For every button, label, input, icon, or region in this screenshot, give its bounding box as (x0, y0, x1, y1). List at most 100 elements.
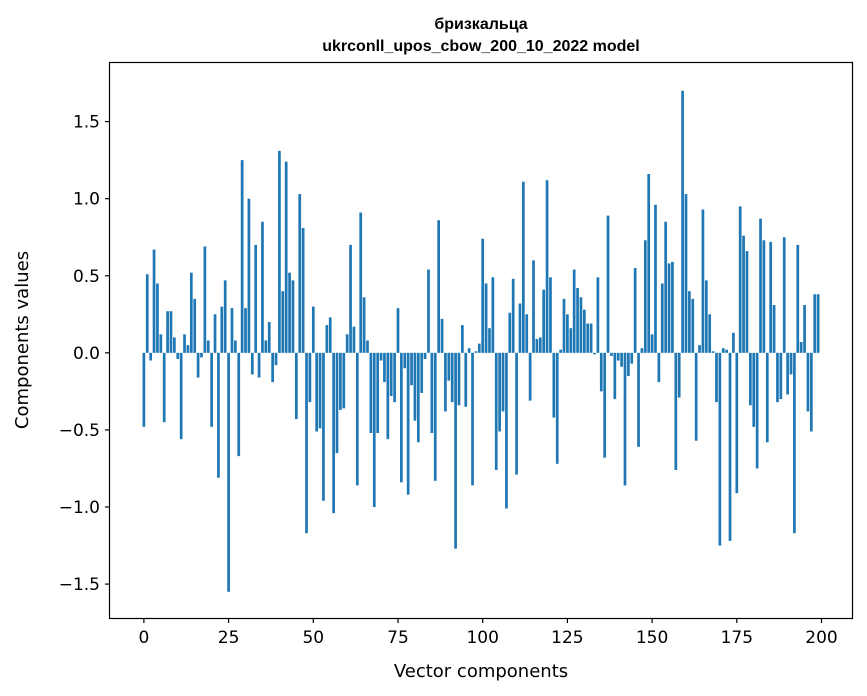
bar-147 (640, 348, 644, 353)
bar-189 (782, 237, 786, 353)
bar-7 (166, 311, 169, 353)
bar-43 (288, 272, 291, 353)
bar-87 (437, 220, 440, 353)
bar-45 (294, 352, 298, 420)
plot-frame (108, 61, 854, 620)
bar-15 (193, 298, 197, 353)
y-tick-label: −0.5 (59, 421, 100, 441)
bar-161 (688, 291, 691, 353)
bar-111 (518, 303, 522, 353)
bar-191 (789, 352, 793, 375)
bar-167 (708, 314, 712, 353)
bar-109 (511, 278, 515, 353)
x-tick-label: 25 (218, 628, 240, 648)
bar-100 (481, 238, 485, 353)
bar-136 (603, 352, 607, 458)
bar-132 (589, 323, 593, 353)
bar-137 (606, 215, 610, 353)
bar-128 (576, 288, 579, 353)
bar-115 (532, 260, 535, 353)
bar-138 (610, 352, 613, 356)
bar-175 (735, 352, 739, 494)
x-tick-label: 50 (302, 628, 324, 648)
bar-127 (572, 269, 576, 353)
x-tick-label: 100 (466, 628, 498, 648)
bar-9 (173, 337, 176, 353)
bar-56 (332, 352, 335, 514)
bar-144 (630, 352, 634, 364)
bar-3 (152, 249, 156, 353)
bar-66 (366, 340, 369, 353)
x-tick-label: 150 (636, 628, 668, 648)
bar-54 (325, 325, 329, 353)
bar-107 (505, 352, 508, 509)
bar-69 (376, 352, 380, 433)
bar-10 (176, 352, 180, 359)
bar-185 (769, 241, 773, 353)
bar-124 (562, 298, 566, 353)
bar-91 (450, 352, 454, 403)
bar-139 (613, 352, 617, 400)
bar-190 (786, 352, 789, 395)
bar-146 (637, 352, 640, 447)
x-tick-label: 175 (721, 628, 753, 648)
bar-133 (593, 352, 596, 355)
bar-148 (643, 240, 647, 353)
bar-196 (806, 352, 810, 412)
bar-80 (413, 352, 417, 421)
bar-97 (471, 352, 474, 486)
bar-84 (427, 269, 430, 353)
bars-group (142, 90, 820, 592)
chart-title-line2: ukrconll_upos_cbow_200_10_2022 model (322, 38, 639, 55)
bar-186 (772, 305, 776, 353)
y-tick-label: −1.5 (59, 575, 100, 595)
bar-177 (742, 235, 745, 353)
bar-154 (664, 221, 668, 353)
bar-16 (196, 352, 200, 378)
bar-181 (755, 352, 759, 469)
bar-22 (217, 352, 220, 478)
bar-176 (738, 206, 742, 353)
bar-36 (264, 340, 268, 353)
bar-88 (440, 318, 444, 353)
bar-51 (315, 352, 319, 432)
bar-195 (803, 305, 806, 353)
bar-23 (220, 306, 224, 353)
bar-13 (186, 345, 190, 353)
bar-77 (403, 352, 407, 369)
bar-159 (681, 90, 684, 353)
bar-104 (494, 352, 498, 470)
bar-112 (522, 181, 525, 353)
bar-143 (627, 352, 630, 376)
bar-165 (701, 209, 705, 353)
bar-38 (271, 352, 274, 383)
y-tick-label: 1.0 (73, 190, 100, 210)
bar-27 (234, 340, 237, 353)
bar-35 (261, 221, 264, 353)
bar-164 (698, 345, 701, 353)
bar-117 (538, 337, 542, 353)
bar-180 (752, 352, 756, 427)
bar-61 (349, 244, 352, 353)
x-axis-ticks: 0 25 50 75 100 125 150 175 200 (138, 618, 838, 648)
bar-126 (569, 328, 573, 353)
bar-46 (298, 194, 302, 353)
bar-50 (311, 306, 315, 353)
bar-98 (474, 351, 478, 353)
bar-85 (430, 352, 434, 433)
bar-197 (809, 352, 813, 432)
bar-188 (779, 352, 783, 400)
bar-73 (389, 352, 393, 396)
bar-0 (142, 352, 146, 427)
bar-131 (586, 323, 590, 353)
bar-55 (328, 317, 332, 353)
x-tick-label: 200 (805, 628, 837, 648)
x-tick-label: 75 (387, 628, 409, 648)
bar-17 (200, 352, 203, 358)
bar-163 (694, 352, 698, 441)
bar-62 (352, 326, 356, 353)
bar-193 (796, 244, 800, 353)
bar-48 (305, 352, 308, 534)
bar-4 (156, 283, 159, 353)
